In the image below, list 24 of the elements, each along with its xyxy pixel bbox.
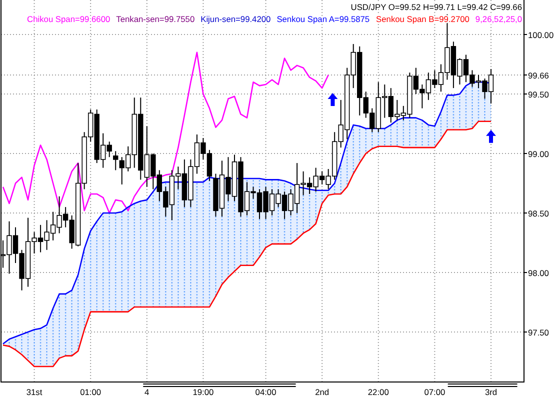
x-tick-label: 2nd <box>315 387 330 397</box>
candlestick <box>113 150 118 171</box>
y-tick-label: 98.00 <box>528 268 550 278</box>
line-series <box>2 52 329 214</box>
y-tick-label: 99.66 <box>528 70 550 80</box>
x-tick-label: 31st <box>26 387 43 397</box>
legend-label: Tenkan-sen=99.7550 <box>116 14 195 24</box>
annotation: 9,26,52,25,0 <box>475 14 522 24</box>
y-tick-label: 98.50 <box>528 208 550 219</box>
x-tick-label: 07:00 <box>424 387 446 397</box>
y-tick-label: 97.50 <box>528 328 550 338</box>
x-tick-label: 22:00 <box>368 387 390 397</box>
x-tick-label: 01:00 <box>80 387 102 397</box>
y-tick-label: 100.00 <box>528 30 554 40</box>
chart-title: USD/JPY O=99.52 H=99.71 L=99.42 C=99.66 <box>350 2 522 12</box>
y-tick-label: 99.00 <box>528 149 550 160</box>
x-tick-label: 4 <box>144 387 150 397</box>
x-tick-label: 04:00 <box>255 387 277 397</box>
x-tick-label: 3rd <box>484 387 498 397</box>
text: Senkou Span A=99.5875 <box>276 14 370 24</box>
x-tick-label: 19:00 <box>192 387 214 397</box>
legend-label: Kijun-sen=99.4200 <box>200 14 272 24</box>
y-tick-label: 99.50 <box>528 90 550 100</box>
text: Chikou Span=99.6600 <box>27 14 110 24</box>
